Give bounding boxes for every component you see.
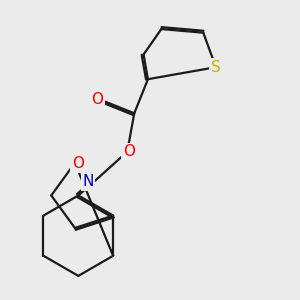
Text: N: N (82, 174, 94, 189)
Text: O: O (92, 92, 104, 107)
Text: O: O (123, 144, 135, 159)
Text: O: O (72, 156, 84, 171)
Text: S: S (211, 60, 221, 75)
